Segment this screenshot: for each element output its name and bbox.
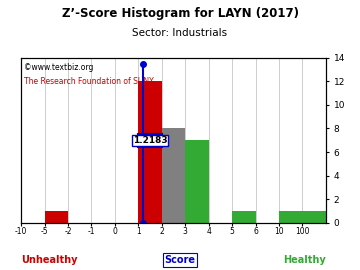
Text: Sector: Industrials: Sector: Industrials [132, 28, 228, 38]
Bar [279, 211, 302, 223]
Text: Unhealthy: Unhealthy [21, 255, 78, 265]
Text: Healthy: Healthy [283, 255, 326, 265]
Bar [45, 211, 68, 223]
Bar [302, 211, 326, 223]
Text: The Research Foundation of SUNY: The Research Foundation of SUNY [24, 77, 154, 86]
Bar [232, 211, 256, 223]
Text: ©www.textbiz.org: ©www.textbiz.org [24, 63, 94, 72]
Bar [138, 81, 162, 223]
Text: Score: Score [165, 255, 195, 265]
Bar [185, 140, 209, 223]
Text: Z’-Score Histogram for LAYN (2017): Z’-Score Histogram for LAYN (2017) [62, 7, 298, 20]
Bar [162, 129, 185, 223]
Text: 1.2183: 1.2183 [133, 136, 167, 145]
